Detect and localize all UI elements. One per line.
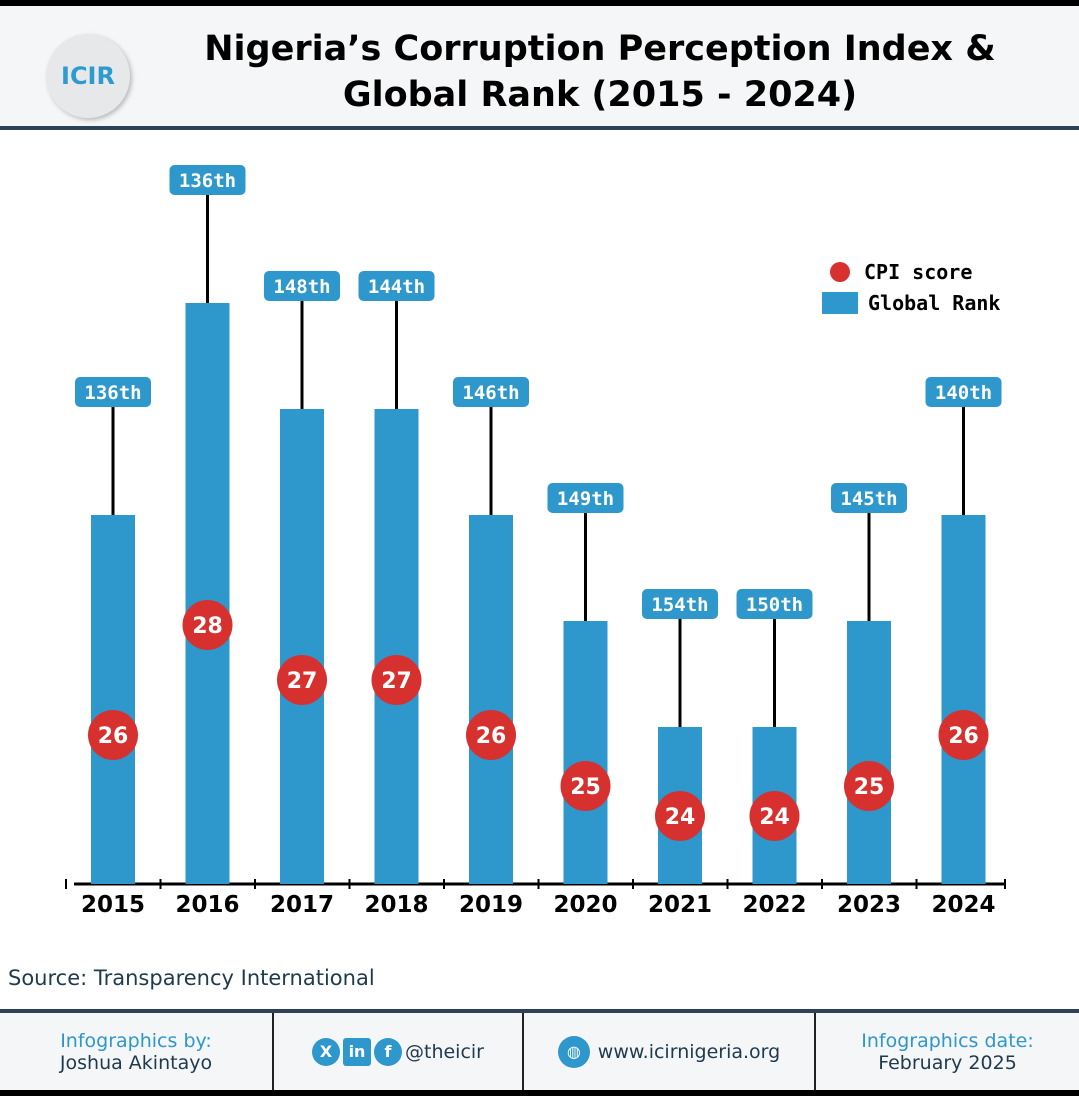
chart: 136th 26 2015 136th 28 2016 148th 27 2017 144th 27…	[65, 165, 1006, 918]
legend-cpi-swatch	[830, 261, 850, 282]
rank-label-box	[925, 377, 1002, 407]
cpi-point	[466, 710, 516, 760]
rank-label-box	[642, 589, 718, 619]
logo-text: ICIR	[61, 62, 115, 90]
rank-bar	[941, 515, 986, 884]
rank-label: 136th	[179, 170, 236, 192]
footer-credit: Infographics by: Joshua Akintayo	[0, 1013, 274, 1090]
credit-name: Joshua Akintayo	[59, 1051, 213, 1074]
rank-label-box	[169, 165, 246, 195]
x-tick-label: 2018	[364, 892, 428, 918]
x-tick-label: 2021	[648, 892, 712, 918]
page-title: Nigeria’s Corruption Perception Index & …	[150, 26, 1050, 118]
cpi-point	[655, 791, 705, 841]
rank-label-box	[264, 271, 340, 301]
credit-label: Infographics by:	[60, 1029, 212, 1052]
footer-date: Infographics date: February 2025	[816, 1013, 1079, 1090]
legend-cpi-label: CPI score	[864, 259, 973, 284]
cpi-label: 24	[759, 805, 790, 830]
cpi-point	[182, 600, 233, 650]
legend: CPI score Global Rank	[822, 256, 1000, 318]
rank-bar	[185, 303, 230, 884]
cpi-point	[560, 761, 611, 811]
x-icon[interactable]: X	[312, 1037, 340, 1066]
cpi-label: 24	[665, 805, 696, 830]
date-label: Infographics date:	[861, 1029, 1034, 1052]
rank-bar	[91, 515, 135, 884]
cpi-label: 25	[854, 775, 885, 800]
linkedin-icon[interactable]: in	[343, 1037, 371, 1066]
rank-label-box	[358, 271, 435, 301]
rank-bar	[280, 409, 324, 884]
rank-label-box	[547, 483, 624, 513]
cpi-label: 27	[381, 669, 412, 694]
social-handle[interactable]: @theicir	[405, 1040, 484, 1063]
rank-label-box	[831, 483, 907, 513]
cpi-label: 26	[948, 724, 979, 749]
cpi-point	[844, 761, 894, 811]
rank-label: 150th	[746, 594, 803, 616]
rank-label: 149th	[557, 488, 614, 510]
legend-cpi: CPI score	[822, 256, 1000, 287]
rank-label: 140th	[935, 382, 992, 404]
title-line-2: Global Rank (2015 - 2024)	[342, 75, 858, 115]
rank-bar	[469, 515, 513, 884]
rank-label: 154th	[651, 594, 708, 616]
cpi-point	[749, 791, 800, 841]
icir-logo: ICIR	[46, 34, 130, 118]
globe-icon: ◍	[557, 1035, 590, 1068]
facebook-icon[interactable]: f	[374, 1037, 402, 1066]
date-value: February 2025	[878, 1051, 1017, 1074]
x-tick-label: 2022	[742, 892, 806, 918]
x-tick-label: 2024	[931, 892, 995, 918]
rank-bar	[374, 409, 419, 884]
cpi-point	[371, 655, 422, 705]
cpi-point	[88, 710, 138, 760]
cpi-label: 25	[570, 775, 601, 800]
legend-rank-swatch	[822, 291, 858, 314]
title-line-1: Nigeria’s Corruption Perception Index &	[204, 29, 996, 69]
website-link[interactable]: www.icirnigeria.org	[597, 1040, 781, 1063]
x-tick-label: 2019	[459, 892, 523, 918]
rank-label: 146th	[462, 382, 519, 404]
legend-rank-label: Global Rank	[868, 290, 1001, 315]
legend-rank: Global Rank	[822, 287, 1000, 318]
rank-label-box	[736, 589, 813, 619]
source-note: Source: Transparency International	[8, 966, 375, 990]
x-tick-label: 2020	[553, 892, 617, 918]
x-tick-label: 2015	[81, 892, 145, 918]
cpi-label: 26	[98, 724, 129, 749]
cpi-label: 28	[192, 614, 223, 639]
rank-label: 148th	[273, 276, 330, 298]
header: ICIR Nigeria’s Corruption Perception Ind…	[0, 6, 1079, 130]
footer-website[interactable]: ◍ www.icirnigeria.org	[524, 1013, 816, 1090]
rank-bar	[563, 621, 608, 884]
infographic: ICIR Nigeria’s Corruption Perception Ind…	[0, 6, 1079, 1090]
x-tick-label: 2017	[270, 892, 334, 918]
rank-label-box	[453, 377, 529, 407]
rank-label: 136th	[84, 382, 141, 404]
cpi-label: 27	[287, 669, 318, 694]
cpi-label: 26	[476, 724, 507, 749]
x-tick-label: 2016	[175, 892, 239, 918]
cpi-point	[938, 710, 989, 760]
rank-bar	[847, 621, 891, 884]
rank-label: 144th	[368, 276, 425, 298]
rank-label-box	[75, 377, 151, 407]
rank-label: 145th	[840, 488, 897, 510]
x-tick-label: 2023	[837, 892, 901, 918]
cpi-point	[277, 655, 327, 705]
